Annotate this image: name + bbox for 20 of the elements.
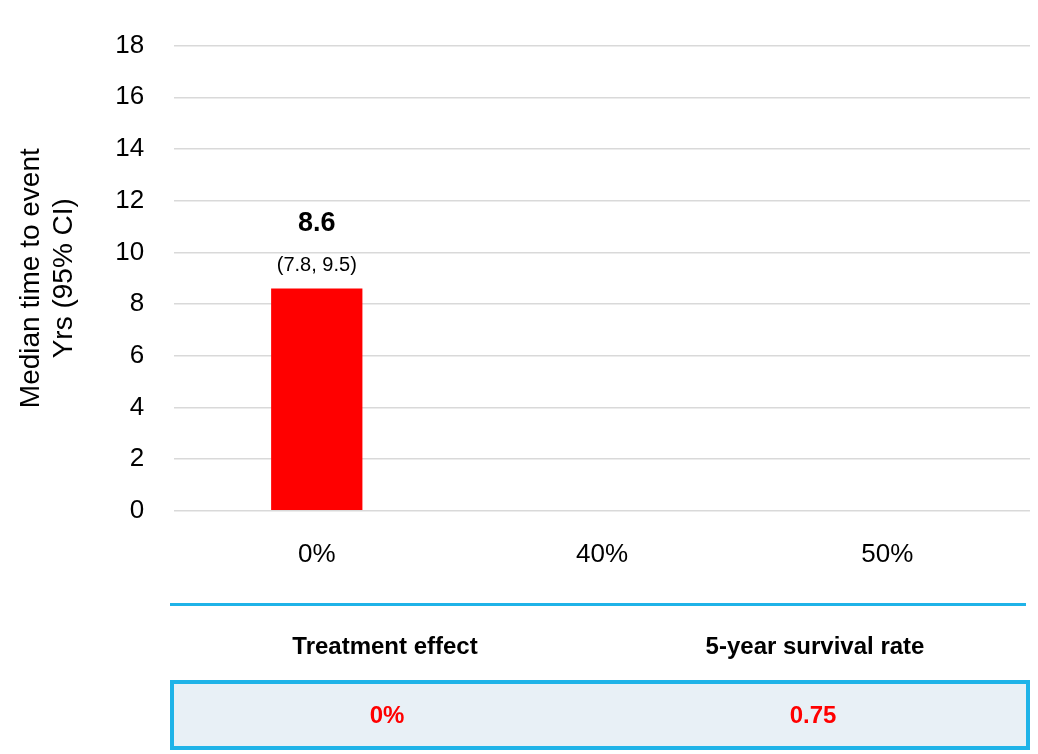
text: 5-year survival rate bbox=[704, 631, 926, 661]
y-tick-label: 18 bbox=[115, 28, 145, 59]
text: 0.75 bbox=[788, 700, 838, 730]
y-tick-label: 14 bbox=[115, 132, 145, 163]
x-tick-label: 0% bbox=[297, 537, 336, 568]
y-tick-label: 0 bbox=[129, 493, 145, 524]
text: Treatment effect bbox=[291, 631, 479, 661]
y-tick-label: 2 bbox=[129, 442, 145, 473]
data-label: 8.6 bbox=[297, 206, 336, 237]
annotation: (7.8, 9.5) bbox=[276, 252, 357, 275]
y-tick-label: 10 bbox=[115, 235, 145, 266]
y-axis-title: Median time to event Yrs (95% CI) bbox=[13, 148, 79, 409]
y-tick-label: 12 bbox=[115, 183, 145, 214]
y-tick-label: 6 bbox=[129, 338, 145, 369]
x-tick-label: 50% bbox=[861, 537, 914, 568]
y-tick-label: 4 bbox=[129, 390, 145, 421]
y-tick-label: 16 bbox=[115, 80, 145, 111]
text: 0% bbox=[368, 700, 406, 730]
y-tick-label: 8 bbox=[129, 287, 145, 318]
x-tick-label: 40% bbox=[576, 537, 629, 568]
